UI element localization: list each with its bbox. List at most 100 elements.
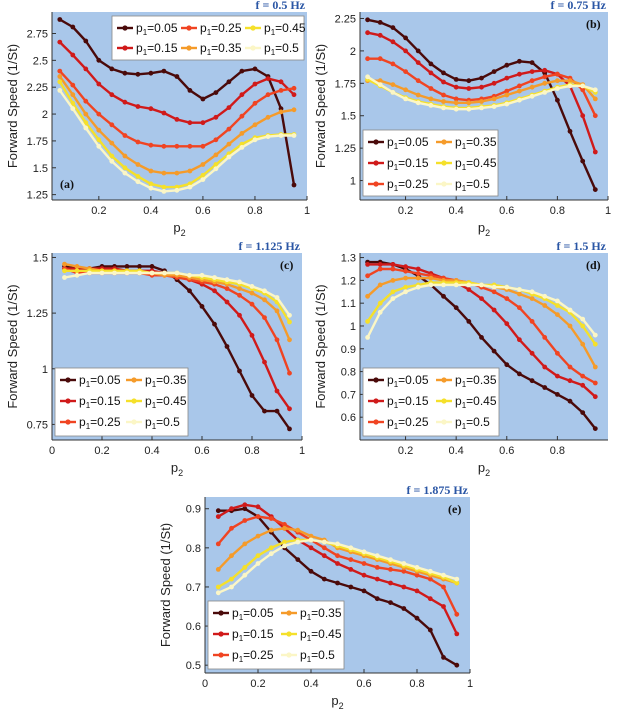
y-tick-label: 0.6	[186, 621, 201, 633]
data-point	[291, 92, 297, 98]
y-axis-label: Forward Speed (1/St)	[313, 284, 328, 408]
data-point	[388, 567, 393, 572]
x-tick-label: 1	[304, 205, 310, 217]
data-point	[529, 289, 535, 295]
data-point	[87, 270, 92, 276]
legend-swatch-marker	[65, 377, 71, 383]
legend-label-value: =0.35	[156, 373, 187, 387]
data-point	[308, 533, 314, 539]
data-point	[377, 32, 383, 38]
data-point	[491, 80, 497, 86]
legend-label-subscript: 1	[239, 655, 244, 664]
data-point	[401, 561, 407, 566]
legend-label-base: p	[300, 606, 307, 620]
data-point	[567, 307, 573, 313]
data-point	[124, 270, 130, 276]
y-tick-label: 1	[350, 176, 356, 188]
data-point	[212, 321, 217, 327]
data-point	[542, 364, 548, 370]
data-point	[377, 78, 383, 84]
data-point	[57, 74, 63, 79]
legend-label: p1=0.35	[300, 606, 342, 622]
x-tick-label: 0.6	[499, 445, 514, 457]
x-axis-label-base: p	[478, 460, 485, 475]
data-point	[242, 572, 248, 578]
legend-label-value: =0.15	[90, 394, 121, 408]
y-tick-label: 1.75	[27, 136, 48, 148]
legend-label-subscript: 1	[462, 422, 467, 431]
legend-item: p1=0.15	[368, 394, 429, 410]
data-point	[122, 153, 128, 159]
data-point	[321, 553, 327, 559]
data-point	[348, 567, 354, 572]
legend-label-subscript: 1	[143, 28, 148, 37]
data-point	[592, 341, 598, 347]
data-point	[213, 162, 219, 167]
data-point	[96, 111, 102, 117]
data-point	[161, 68, 167, 74]
legend-swatch-marker	[286, 652, 292, 658]
data-point	[555, 86, 560, 91]
data-point	[148, 106, 154, 112]
legend-item: p1=0.25	[213, 648, 274, 664]
legend-label-value: =0.25	[90, 415, 121, 429]
data-point	[555, 97, 560, 103]
legend-swatch-marker	[373, 139, 379, 145]
y-axis-label: Forward Speed (1/St)	[5, 284, 20, 408]
data-point	[249, 290, 255, 296]
legend-item: p1=0.35	[436, 135, 497, 151]
data-point	[213, 166, 219, 172]
legend-swatch-marker	[218, 652, 224, 658]
data-point	[213, 152, 219, 158]
data-point	[403, 289, 408, 295]
legend-item: p1=0.05	[117, 21, 178, 37]
data-point	[122, 170, 128, 176]
legend-label-base: p	[300, 648, 307, 662]
legend-swatch-marker	[286, 610, 292, 616]
data-point	[226, 79, 232, 85]
legend-label-value: =0.05	[398, 135, 429, 149]
data-point	[226, 154, 232, 160]
y-tick-label: 0.5	[186, 660, 201, 672]
data-point	[403, 275, 408, 281]
data-point	[390, 61, 396, 67]
data-point	[229, 576, 234, 582]
data-point	[249, 284, 255, 289]
x-tick-label: 0.4	[449, 445, 464, 457]
data-point	[83, 98, 89, 104]
legend-item: p1=0.45	[436, 156, 497, 172]
legend-label-base: p	[136, 21, 143, 35]
x-tick-label: 0.6	[499, 205, 514, 217]
legend-label-base: p	[145, 394, 152, 408]
data-point	[567, 323, 573, 329]
data-point	[567, 83, 573, 89]
legend-swatch-marker	[131, 377, 137, 383]
frequency-title: f = 1.875 Hz	[407, 483, 469, 497]
data-point	[83, 125, 89, 131]
data-point	[287, 370, 292, 376]
data-point	[62, 275, 67, 280]
legend-label-subscript: 1	[394, 380, 399, 389]
legend-item: p1=0.5	[436, 415, 490, 431]
data-point	[592, 332, 598, 338]
legend-label-value: =0.15	[243, 627, 274, 641]
data-point	[479, 296, 484, 301]
data-point	[321, 545, 327, 551]
data-point	[517, 97, 522, 103]
data-point	[415, 100, 421, 106]
data-point	[428, 70, 434, 76]
legend-label-subscript: 1	[152, 380, 157, 389]
data-point	[215, 514, 221, 519]
data-point	[491, 96, 497, 102]
legend-swatch-marker	[373, 398, 379, 404]
data-point	[592, 394, 598, 400]
y-tick-label: 0.7	[186, 582, 201, 594]
legend-label: p1=0.35	[145, 373, 187, 389]
legend-label: p1=0.05	[79, 373, 121, 389]
data-point	[580, 87, 586, 93]
data-point	[274, 308, 280, 314]
data-point	[335, 541, 340, 547]
data-point	[441, 584, 446, 590]
legend-swatch-marker	[441, 181, 447, 187]
